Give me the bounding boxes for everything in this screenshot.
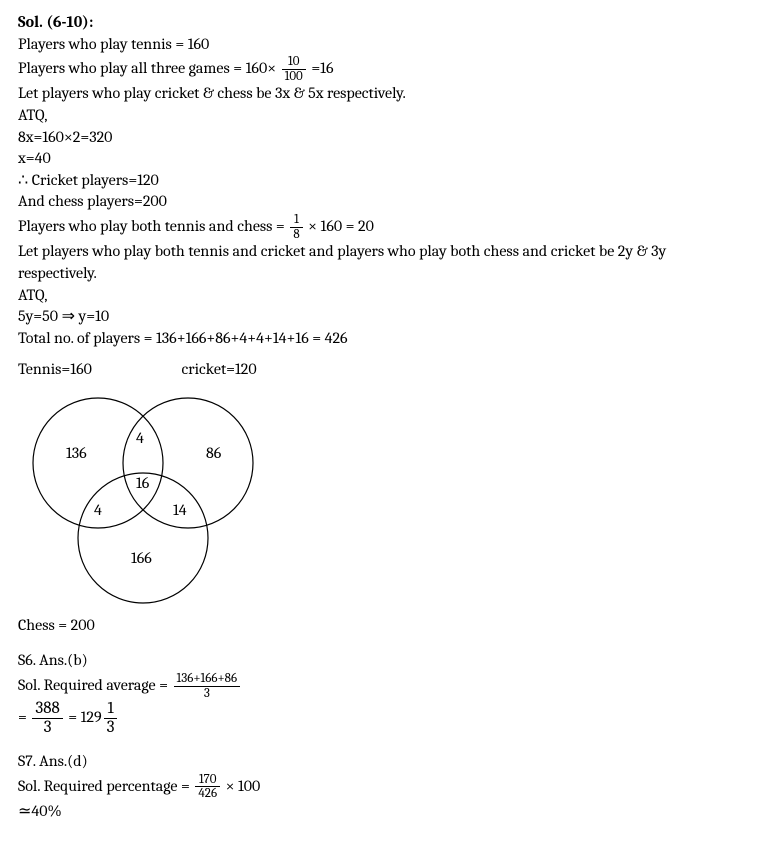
text-line: ∴ Cricket players=120	[18, 170, 746, 192]
text-line: ATQ,	[18, 285, 746, 307]
venn-region-value: 14	[173, 501, 187, 519]
venn-circle	[78, 473, 208, 603]
solution-s7-line2: ≃40%	[18, 801, 746, 823]
text-line: And chess players=200	[18, 191, 746, 213]
fraction-numerator: 1	[104, 700, 118, 719]
fraction-numerator: 388	[32, 700, 62, 719]
venn-circle	[123, 398, 253, 528]
text-line: Players who play all three games = 160× …	[18, 55, 746, 83]
fraction-numerator: 136+166+86	[174, 672, 241, 687]
fraction-denominator: 8	[290, 228, 302, 242]
venn-label-cricket: cricket=120	[182, 360, 257, 378]
venn-label-tennis: Tennis=160	[18, 359, 178, 381]
text-line: Let players who play both tennis and cri…	[18, 241, 746, 284]
venn-label-chess: Chess = 200	[18, 615, 746, 637]
text-line: ATQ,	[18, 105, 746, 127]
text-fragment: × 160 = 20	[308, 217, 374, 235]
fraction: 388 3	[32, 700, 62, 737]
text-line: Let players who play cricket & chess be …	[18, 83, 746, 105]
venn-region-value: 166	[131, 549, 152, 567]
fraction: 136+166+86 3	[174, 672, 241, 700]
fraction-numerator: 1	[290, 213, 302, 228]
fraction-denominator: 100	[282, 70, 306, 84]
venn-diagram: 136 4 86 16 4 14 166	[18, 383, 278, 613]
fraction-denominator: 426	[195, 787, 220, 801]
fraction: 170 426	[195, 773, 220, 801]
answer-s7: S7. Ans.(d)	[18, 751, 746, 773]
solution-s6-line1: Sol. Required average = 136+166+86 3	[18, 672, 746, 700]
fraction-numerator: 170	[195, 773, 220, 788]
venn-region-value: 4	[94, 501, 102, 519]
fraction: 1 3	[104, 700, 118, 737]
solution-s6-line2: = 388 3 = 129 1 3	[18, 700, 746, 737]
text-line: 5y=50 ⇒ y=10	[18, 306, 746, 328]
venn-diagram-section: Tennis=160 cricket=120 136 4 86 16 4 14 166 Ch…	[18, 359, 746, 636]
text-fragment: =16	[311, 59, 333, 77]
fraction-numerator: 10	[282, 55, 306, 70]
fraction: 1 8	[290, 213, 302, 241]
text-line: Players who play tennis = 160	[18, 34, 746, 56]
text-fragment: Players who play all three games = 160×	[18, 59, 276, 77]
fraction-denominator: 3	[104, 719, 118, 737]
venn-region-value: 16	[136, 474, 150, 492]
text-line: Players who play both tennis and chess =…	[18, 213, 746, 241]
fraction: 10 100	[282, 55, 306, 83]
text-line: x=40	[18, 148, 746, 170]
solution-header: Sol. (6-10):	[18, 12, 746, 34]
solution-s7-line1: Sol. Required percentage = 170 426 × 100	[18, 773, 746, 801]
text-fragment: Players who play both tennis and chess =	[18, 217, 288, 235]
text-line: Total no. of players = 136+166+86+4+4+14…	[18, 328, 746, 350]
fraction-denominator: 3	[174, 687, 241, 701]
venn-region-value: 4	[136, 429, 144, 447]
fraction-denominator: 3	[32, 719, 62, 737]
answer-s6: S6. Ans.(b)	[18, 650, 746, 672]
venn-region-value: 136	[66, 444, 87, 462]
text-fragment: =	[18, 708, 30, 726]
text-fragment: Sol. Required average =	[18, 676, 172, 694]
venn-region-value: 86	[206, 444, 222, 462]
text-fragment: = 129	[68, 708, 101, 726]
text-fragment: Sol. Required percentage =	[18, 777, 193, 795]
text-line: 8x=160×2=320	[18, 127, 746, 149]
text-fragment: × 100	[226, 777, 261, 795]
